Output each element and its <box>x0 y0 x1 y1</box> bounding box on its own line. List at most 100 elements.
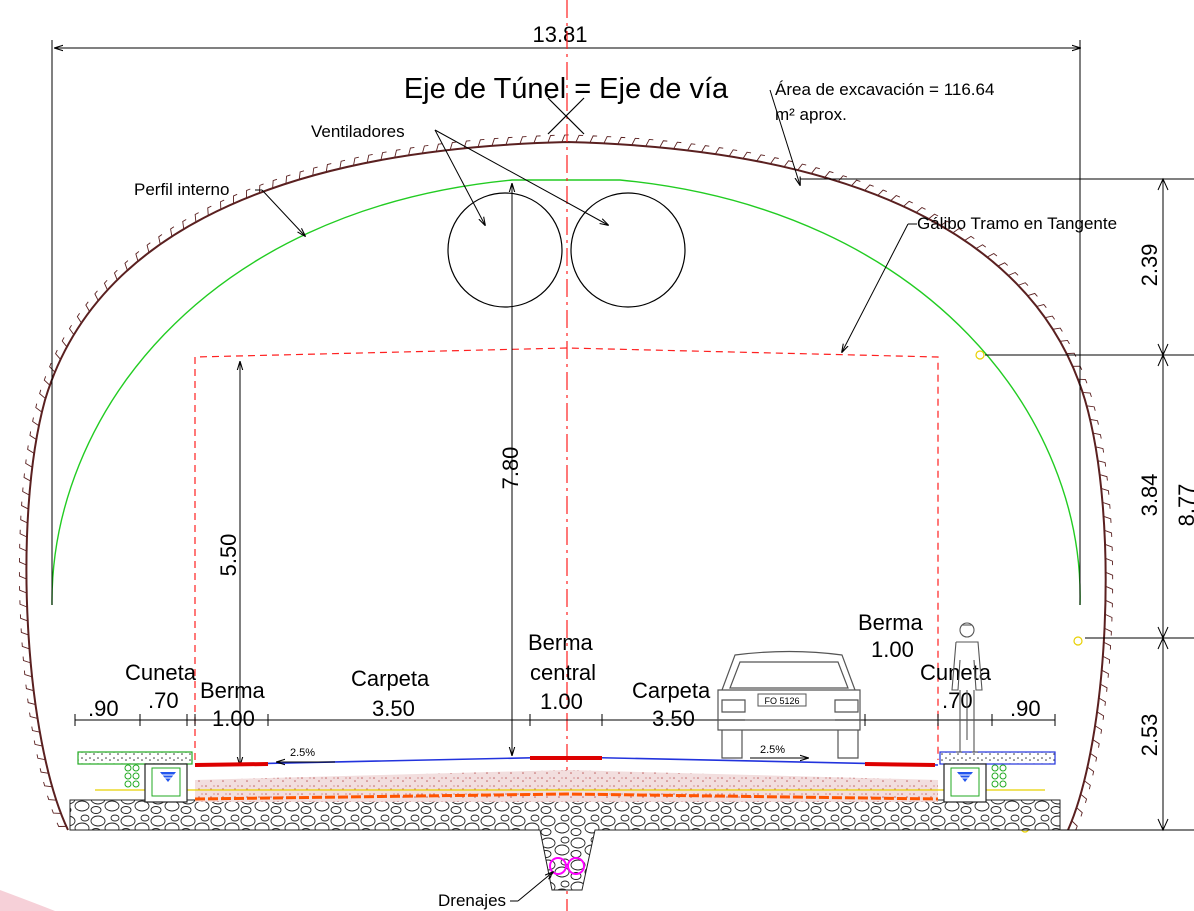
license-plate <box>757 693 807 707</box>
rock-tick <box>1082 391 1092 397</box>
carpeta-left-width: 3.50 <box>372 696 415 721</box>
rock-tick <box>997 262 1008 267</box>
berma-right-title: Berma <box>858 610 924 635</box>
rock-tick <box>33 740 43 747</box>
rock-tick <box>312 166 318 176</box>
rock-tick <box>1103 515 1112 523</box>
rock-tick <box>673 141 682 150</box>
sidewalk-left <box>77 751 193 765</box>
drain-pipe-2 <box>567 857 585 875</box>
rock-tick <box>1101 488 1110 495</box>
carpeta-right-width: 3.50 <box>652 706 695 731</box>
rock-tick <box>742 151 752 159</box>
rock-tick <box>864 184 874 191</box>
rock-tick <box>770 157 779 165</box>
dim-clearance: 5.50 <box>216 534 241 577</box>
rock-tick <box>1027 292 1038 297</box>
rock-tick <box>477 138 485 148</box>
rock-tick <box>631 137 640 146</box>
rock-tick <box>31 726 40 733</box>
rock-tick <box>1007 271 1019 276</box>
rock-tick <box>20 515 28 524</box>
fan-right <box>570 192 686 308</box>
fan-left <box>447 192 563 308</box>
slope-right-label: 2.5% <box>760 744 785 756</box>
rock-tick <box>61 337 68 348</box>
worker-icon <box>951 622 983 753</box>
rock-tick <box>1089 418 1099 425</box>
rock-tick <box>810 167 820 174</box>
rock-tick <box>890 194 901 202</box>
vehicle-icon <box>717 650 861 759</box>
rock-tick <box>1090 752 1098 762</box>
rock-tick <box>964 235 975 241</box>
gravel-base <box>69 799 1061 891</box>
drain-pipes-left <box>124 764 140 788</box>
rock-tick <box>1080 793 1088 803</box>
rock-tick <box>207 205 212 216</box>
rock-tick <box>533 135 541 144</box>
rock-tick <box>1087 766 1095 776</box>
rock-tick <box>687 143 696 151</box>
cuneta-right-outer: .90 <box>1010 696 1041 721</box>
rock-tick <box>19 586 27 594</box>
dim-lower: 2.53 <box>1137 714 1162 757</box>
rock-tick <box>1083 780 1091 790</box>
rock-tick <box>233 193 238 204</box>
rock-tick <box>170 226 175 237</box>
rock-tick <box>837 175 848 182</box>
rock-tick <box>714 147 724 155</box>
rock-tick <box>22 487 30 496</box>
rock-tick <box>353 156 359 166</box>
rock-tick <box>1052 327 1063 332</box>
rock-tick <box>23 670 33 678</box>
carpeta-right-title: Carpeta <box>632 678 711 703</box>
rock-tick <box>19 614 28 622</box>
rock-tick <box>986 252 998 258</box>
rock-tick <box>25 684 34 692</box>
rock-tick <box>575 134 584 143</box>
rock-tick <box>589 135 598 143</box>
drenajes-leader <box>517 872 553 902</box>
rock-tick <box>20 628 29 636</box>
rock-tick <box>43 781 53 788</box>
perfil-leader <box>261 189 305 236</box>
rock-tick <box>1098 697 1106 706</box>
rock-tick <box>272 178 278 189</box>
rock-tick <box>76 313 82 324</box>
rock-tick <box>366 154 373 163</box>
rock-tick <box>491 137 499 146</box>
rock-tick <box>68 324 75 336</box>
dim-total-height: 8.77 <box>1174 484 1194 527</box>
marker-2 <box>1073 636 1083 646</box>
rock-tick <box>182 219 187 230</box>
rock-tick <box>903 200 913 207</box>
rock-tick <box>421 144 429 154</box>
rock-tick <box>435 143 443 152</box>
water-lines-right <box>958 774 972 779</box>
license-plate-text: FO 5126 <box>764 696 799 706</box>
rock-tick <box>1071 820 1078 831</box>
rock-tick <box>21 501 29 510</box>
pavement-layers <box>195 770 938 802</box>
rock-tick <box>617 136 626 145</box>
rock-tick <box>1100 683 1108 692</box>
carpeta-left-title: Carpeta <box>351 666 430 691</box>
rock-tick <box>339 159 346 169</box>
dim-middle: 3.84 <box>1137 474 1162 517</box>
water-lines-left <box>161 774 175 779</box>
rock-tick <box>797 163 807 171</box>
sidewalk-right <box>939 751 1056 765</box>
slope-left-label: 2.5% <box>290 747 315 759</box>
rock-tick <box>19 543 27 552</box>
rock-tick <box>1036 304 1047 308</box>
rock-tick <box>915 206 926 213</box>
rock-tick <box>1104 543 1113 552</box>
rock-tick <box>1096 711 1105 720</box>
rock-tick <box>1105 557 1114 566</box>
rock-tick <box>1104 613 1113 622</box>
cuneta-left-width: .70 <box>148 688 179 713</box>
rock-tick <box>27 698 36 706</box>
rock-tick <box>29 712 38 719</box>
